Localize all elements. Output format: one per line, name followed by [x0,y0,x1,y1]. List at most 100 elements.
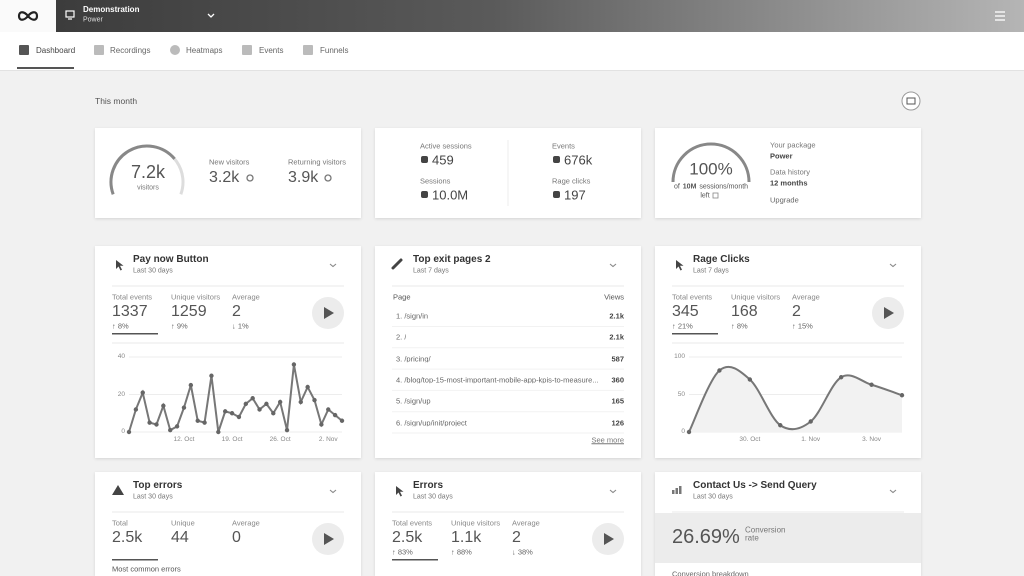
nav-tab[interactable]: Funnels [320,46,349,55]
table-cell: 126 [611,417,624,427]
email-icon [906,97,916,105]
stat-value: 2 [792,303,801,320]
package-detail-value: Power [770,151,793,161]
package-note-part: sessions/month [699,183,749,191]
see-more-link[interactable]: See more [591,435,624,445]
table-cell: 3. /pricing/ [396,354,431,363]
nav-tab[interactable]: Dashboard [36,46,76,55]
conversion-value: 26.69% [672,526,740,548]
widget-title: Rage Clicks [693,254,750,265]
package-note: of 10M sessions/month [672,184,749,191]
nav-bar [0,32,1024,71]
table-header: Views [604,292,624,302]
section-title: Conversion breakdown [672,569,749,576]
nav-tab[interactable]: Recordings [110,46,151,55]
upgrade-link[interactable]: Upgrade [770,195,799,205]
stat-change: ↑ 83% [392,547,413,557]
widget-card [375,246,641,458]
stat-label: Unique [171,518,195,528]
activity-label: Sessions [420,176,451,186]
summary-activity [375,128,641,218]
table-header: Page [393,292,411,302]
widget-title: Errors [413,480,444,491]
activity-value: 197 [564,187,586,203]
account-name: Demonstration [83,5,140,14]
y-tick-label: 50 [677,390,685,398]
stat-label: Average [512,518,540,528]
widget-card [655,246,921,458]
table-cell: 1. /sign/in [396,312,429,320]
widget-title: Contact Us -> Send Query [693,480,817,491]
stat-label: Unique visitors [451,518,501,528]
stat-label: Total events [392,518,433,528]
widget-subtitle: Last 30 days [693,493,733,501]
section-title: Most common errors [112,564,181,574]
stat-label: Total [112,518,128,528]
conversion-box [655,513,921,563]
widget-subtitle: Last 30 days [133,493,173,501]
x-tick-label: 26. Oct [269,435,291,443]
stat-label: Total events [672,292,713,302]
period-label: This month [95,95,138,106]
stat-label: Average [232,292,260,302]
stat-label: Average [232,518,260,528]
stat-label: Unique visitors [171,292,221,302]
y-tick-label: 40 [117,352,125,360]
activity-value: 10.0M [432,187,469,203]
stat-value: 2.5k [112,529,143,546]
stat-value: 0 [232,529,241,546]
activity-label: Rage clicks [552,176,591,186]
widget-subtitle: Last 30 days [133,267,173,275]
y-tick-label: 20 [117,390,125,398]
widget-subtitle: Last 30 days [413,493,453,501]
stat-change: ↑ 21% [672,321,693,331]
table-cell: 587 [611,353,624,363]
stat-value: 1259 [171,303,207,320]
stat-change: ↑ 8% [731,321,748,331]
table-cell: 165 [611,396,624,406]
x-tick-label: 1. Nov [801,435,821,443]
x-tick-label: 30. Oct [739,435,761,443]
table-cell: 2.1k [609,332,624,342]
conversion-label: Conversion rate [745,525,786,543]
stat-change: ↑ 88% [451,547,472,557]
returning-visitors-value: 3.9k [288,169,319,186]
visitors-caption: visitors [137,184,159,192]
y-tick-label: 100 [674,352,685,360]
widget-title: Top errors [133,480,183,491]
package-detail-label: Data history [770,167,811,177]
x-tick-label: 12. Oct [173,435,195,443]
widget-subtitle: Last 7 days [693,267,729,275]
stat-value: 2.5k [392,529,423,546]
widget-title: Top exit pages 2 [413,254,491,265]
stat-label: Total events [112,292,153,302]
package-note-part: 10M [682,183,697,191]
x-tick-label: 3. Nov [862,435,881,443]
stat-value: 345 [672,303,699,320]
logo-box [0,0,56,32]
table-cell: 2.1k [609,311,624,321]
widget-title: Pay now Button [133,254,209,265]
stat-value: 1.1k [451,529,482,546]
table-cell: 360 [611,375,624,385]
package-detail-label: Your package [770,140,816,150]
nav-tab[interactable]: Heatmaps [186,46,223,55]
new-visitors-value: 3.2k [209,169,240,186]
widget-subtitle: Last 7 days [413,267,449,275]
visitors-total: 7.2k [130,162,166,182]
stat-change: ↓ 38% [512,547,533,557]
top-bar [56,0,1024,32]
nav-tab[interactable]: Events [259,46,284,55]
table-cell: 2. / [396,333,407,342]
x-tick-label: 2. Nov [318,435,338,443]
table-cell: 6. /sign/up/init/project [396,418,467,427]
activity-value: 459 [432,152,454,168]
y-tick-label: 0 [121,427,125,435]
table-cell: 4. /blog/top-15-most-important-mobile-ap… [396,376,599,384]
stat-change: ↑ 9% [171,321,188,331]
stat-label: Average [792,292,820,302]
stat-value: 168 [731,303,758,320]
stat-value: 2 [512,529,521,546]
stat-change: ↑ 15% [792,321,813,331]
